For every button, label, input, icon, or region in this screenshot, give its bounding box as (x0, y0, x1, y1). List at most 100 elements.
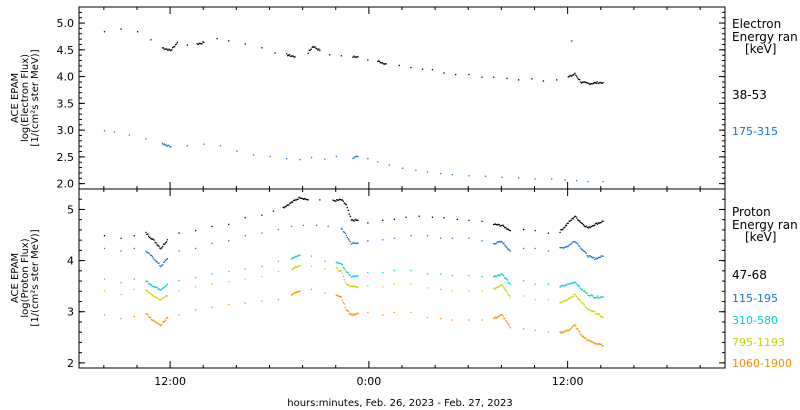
electron-ylabel-line2: log(Electron Flux) (20, 54, 31, 142)
data-point (585, 306, 587, 308)
data-point (164, 295, 167, 297)
data-point (567, 245, 569, 247)
data-point (502, 315, 504, 317)
data-point (291, 294, 293, 296)
data-point (468, 175, 470, 177)
data-point (501, 313, 503, 316)
data-point (601, 315, 603, 318)
data-point (367, 222, 369, 224)
data-point (503, 225, 505, 227)
data-point (344, 306, 346, 309)
data-point (500, 314, 502, 316)
data-point (148, 283, 150, 285)
data-point (291, 268, 293, 271)
data-point (410, 66, 412, 69)
data-point (382, 63, 384, 65)
data-point (500, 224, 502, 227)
data-point (593, 311, 595, 313)
data-point (315, 47, 317, 49)
data-point (564, 226, 566, 228)
data-point (602, 255, 604, 257)
data-point (194, 286, 197, 288)
data-point (393, 311, 396, 314)
data-point (481, 290, 483, 292)
data-point (154, 259, 156, 261)
data-point (147, 233, 149, 235)
data-point (160, 299, 162, 301)
data-point (348, 285, 350, 287)
data-point (377, 60, 379, 62)
legend-electron-175-315: 175-315 (732, 125, 778, 138)
data-point (342, 231, 344, 233)
data-point (159, 247, 161, 249)
data-point (582, 224, 585, 226)
data-point (569, 74, 571, 77)
data-point (591, 256, 593, 258)
data-point (600, 255, 602, 257)
data-point (495, 224, 498, 226)
proton-legend-energy: Energy ran (732, 218, 798, 232)
data-point (170, 50, 172, 52)
data-point (385, 63, 387, 65)
data-point (559, 286, 561, 288)
data-point (564, 330, 566, 332)
data-point (598, 313, 600, 315)
data-point (556, 79, 558, 81)
data-point (298, 291, 300, 293)
data-point (564, 246, 567, 248)
data-point (261, 300, 263, 302)
data-point (351, 314, 353, 317)
data-point (577, 297, 579, 300)
data-point (169, 146, 171, 148)
data-point (587, 308, 589, 310)
data-point (340, 199, 342, 201)
data-point (596, 258, 599, 260)
data-point (502, 242, 504, 245)
data-point (149, 316, 152, 319)
data-point (152, 257, 154, 259)
data-point (596, 295, 599, 297)
data-point (499, 314, 501, 316)
data-point (244, 302, 246, 304)
data-point (565, 284, 568, 287)
data-point (586, 339, 588, 342)
data-point (148, 292, 150, 294)
data-point (583, 225, 585, 227)
data-point (211, 273, 213, 275)
data-point (591, 225, 593, 228)
data-point (595, 82, 597, 84)
data-point (166, 295, 169, 297)
data-point (496, 316, 499, 319)
data-point (564, 299, 567, 302)
data-point (572, 325, 574, 327)
data-point (355, 286, 357, 288)
data-point (145, 138, 147, 140)
data-point (494, 223, 496, 225)
data-point (203, 143, 205, 145)
data-point (579, 245, 581, 247)
data-point (534, 229, 536, 232)
data-point (562, 301, 564, 303)
data-point (357, 219, 359, 221)
data-point (431, 69, 434, 71)
data-point (573, 73, 575, 76)
data-point (597, 222, 600, 224)
data-point (594, 342, 596, 344)
data-point (162, 47, 164, 49)
series-310-580 (103, 254, 604, 299)
data-point (339, 270, 341, 272)
data-point (573, 293, 575, 296)
data-point (570, 327, 572, 330)
proton-legend-title: Proton (732, 205, 771, 219)
data-point (580, 289, 583, 291)
data-point (579, 286, 581, 288)
data-point (146, 233, 148, 236)
data-point (572, 74, 574, 76)
data-point (591, 83, 593, 85)
data-point (103, 290, 106, 292)
data-point (481, 240, 483, 242)
data-point (151, 294, 153, 296)
data-point (393, 269, 396, 272)
data-point (199, 42, 201, 44)
data-point (165, 295, 168, 297)
